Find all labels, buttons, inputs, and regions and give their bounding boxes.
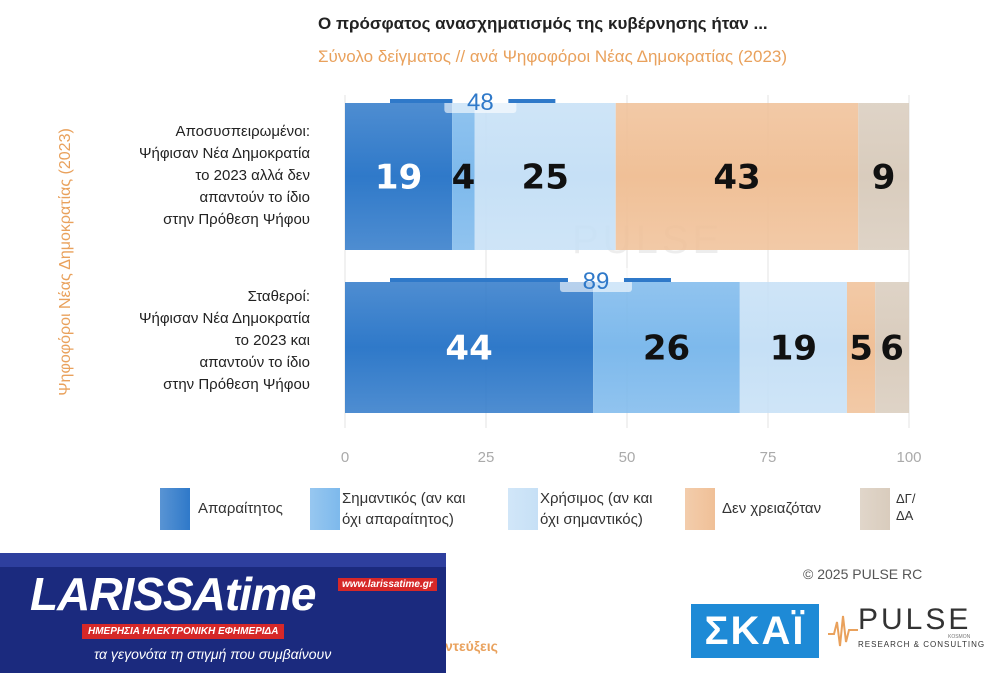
data-label: 43 [713, 158, 760, 198]
category-label-line: το 2023 αλλά δεν [195, 167, 310, 184]
pulse-logo: PULSE [858, 603, 972, 636]
data-label: 5 [849, 329, 873, 369]
category-label: Σταθεροί: Ψήφισαν Νέα Δημοκρατία το 2023 κ… [60, 286, 310, 396]
legend-label: ΔΓ/ΔΑ [896, 490, 915, 524]
legend-label-line: ΔΑ [896, 508, 914, 523]
skai-logo: ΣΚΑΪ [691, 604, 819, 658]
larissatime-wordmark: LARISSAtime [30, 568, 316, 620]
x-tick-label: 50 [619, 449, 636, 466]
data-label: 4 [452, 158, 476, 198]
x-tick-label: 0 [341, 449, 349, 466]
bar-segment [345, 103, 453, 250]
category-label-line: Ψήφισαν Νέα Δημοκρατία [138, 310, 310, 327]
bar-segment [615, 103, 859, 250]
bar-segment [452, 103, 475, 250]
x-tick-label: 100 [896, 449, 921, 466]
legend-label-line: Σημαντικός (αν και [342, 490, 466, 507]
bar-segment [474, 103, 616, 250]
legend-label: Δεν χρειαζόταν [722, 498, 821, 519]
larissatime-subtitle: ΗΜΕΡΗΣΙΑ ΗΛΕΚΤΡΟΝΙΚΗ ΕΦΗΜΕΡΙΔΑ [82, 624, 285, 639]
larissatime-url: www.larissatime.gr [338, 578, 437, 591]
category-label: Αποσυσπειρωμένοι: Ψήφισαν Νέα Δημοκρατία τ… [60, 121, 310, 231]
legend-swatch [685, 488, 715, 530]
category-label-line: το 2023 και [234, 332, 310, 349]
legend-label: Απαραίτητος [198, 498, 283, 519]
category-label-line: Αποσυσπειρωμένοι: [175, 123, 311, 140]
category-label-line: απαντούν το ίδιο [199, 189, 311, 206]
pulse-subtitle: RESEARCH & CONSULTING [858, 640, 986, 649]
bar-segment [739, 282, 847, 413]
data-label: 9 [872, 158, 896, 198]
group-total-label: 48 [467, 89, 494, 116]
data-label: 19 [375, 158, 422, 198]
category-label-line: στην Πρόθεση Ψήφου [163, 211, 310, 228]
legend-label-line: όχι απαραίτητος) [342, 511, 454, 528]
legend-swatch [860, 488, 890, 530]
bar-segment [875, 282, 909, 413]
x-tick-label: 25 [478, 449, 495, 466]
legend-label-line: Χρήσιμος (αν και [540, 490, 653, 507]
category-label-line: απαντούν το ίδιο [199, 354, 311, 371]
chart-subtitle: Σύνολο δείγματος // ανά Ψηφοφόροι Νέας Δ… [318, 47, 788, 66]
pulse-kosmon: KOSMON [948, 634, 971, 640]
legend-label-line: ΔΓ/ [896, 491, 916, 506]
chart-title: Ο πρόσφατος ανασχηματισμός της κυβέρνηση… [318, 14, 768, 33]
data-label: 25 [522, 158, 569, 198]
bar-segment [858, 103, 909, 250]
copyright-text: © 2025 PULSE RC [803, 566, 923, 582]
legend-swatch [310, 488, 340, 530]
larissatime-tagline: τα γεγονότα τη στιγμή που συμβαίνουν [94, 646, 332, 662]
pulse-wave-icon [828, 615, 858, 647]
legend-swatch [160, 488, 190, 530]
legend-label-line: Δεν χρειαζόταν [722, 500, 822, 517]
legend-label-line: όχι σημαντικός) [540, 511, 643, 528]
category-label-line: Σταθεροί: [247, 288, 310, 305]
category-label-line: στην Πρόθεση Ψήφου [163, 376, 310, 393]
data-label: 26 [643, 329, 690, 369]
group-total-label: 89 [583, 268, 610, 295]
total-badge [559, 268, 632, 292]
bar-segment [345, 282, 594, 413]
logo-stripe [0, 553, 446, 567]
data-label: 19 [770, 329, 817, 369]
footer-text: ντεύξεις [445, 638, 498, 654]
legend-label: Σημαντικός (αν και όχι απαραίτητος) [342, 488, 465, 530]
data-label: 6 [880, 329, 904, 369]
bar-segment [593, 282, 740, 413]
bar-segment [846, 282, 876, 413]
total-badge [444, 89, 517, 113]
legend-label-line: Απαραίτητος [198, 500, 283, 517]
x-tick-label: 75 [760, 449, 777, 466]
larissatime-logo: LARISSAtime www.larissatime.gr ΗΜΕΡΗΣΙΑ … [0, 553, 446, 673]
legend-label: Χρήσιμος (αν και όχι σημαντικός) [540, 488, 653, 530]
category-label-line: Ψήφισαν Νέα Δημοκρατία [138, 145, 310, 162]
stacked-bar-chart: 0 25 50 75 100 19 4 25 43 9 48 44 26 19 5 6 89 [341, 89, 922, 466]
data-label: 44 [445, 329, 492, 369]
legend-swatch [508, 488, 538, 530]
